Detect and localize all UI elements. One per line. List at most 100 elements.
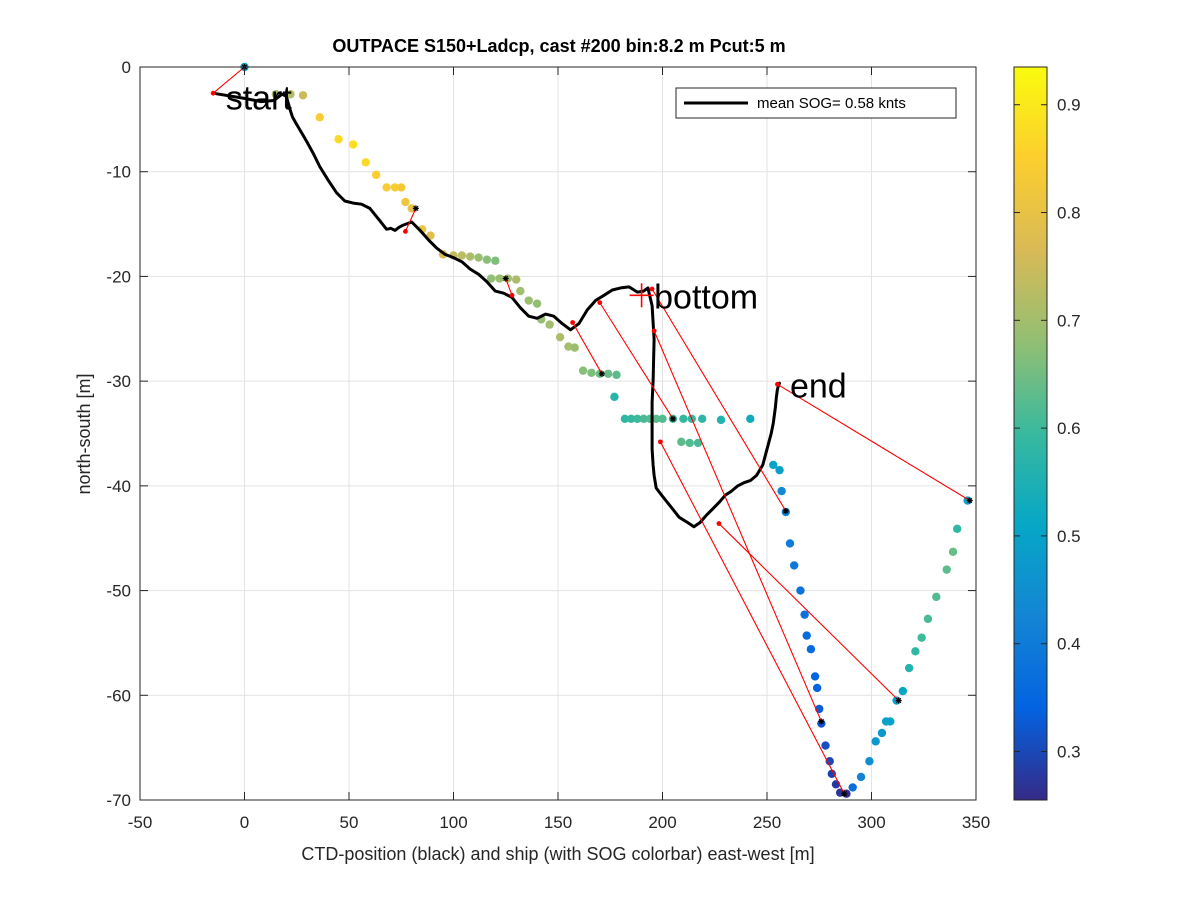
ship-point	[904, 663, 914, 673]
y-tick-label: -60	[106, 686, 131, 705]
ship-point	[334, 135, 343, 144]
connectors	[212, 66, 971, 794]
ship-point	[495, 274, 504, 283]
ship-point	[633, 414, 642, 424]
ship-point	[532, 299, 542, 308]
colorbar-tick-label: 0.7	[1057, 311, 1081, 330]
ctd-red-point	[570, 320, 576, 325]
ctd-black-marker	[412, 205, 419, 212]
ctd-black-marker	[669, 415, 676, 422]
x-tick-label: 250	[753, 813, 781, 832]
x-tick-label: 150	[544, 813, 572, 832]
connector-line	[572, 322, 603, 375]
ship-point	[777, 486, 786, 496]
ship-point	[626, 414, 636, 424]
ship-point	[491, 256, 500, 265]
ship-point	[796, 586, 805, 595]
y-tick-label: -30	[106, 372, 131, 391]
ctd-red-point	[658, 439, 663, 445]
ctd-marker-d2	[841, 791, 847, 797]
ship-point	[932, 592, 941, 602]
ctd-black-marker	[818, 718, 825, 725]
ship-point	[856, 772, 866, 782]
plot-title: OUTPACE S150+Ladcp, cast #200 bin:8.2 m …	[332, 36, 785, 56]
ship-point	[286, 90, 295, 99]
colorbar-tick-label: 0.4	[1057, 635, 1081, 654]
ship-point	[806, 645, 816, 654]
ctd-red-point	[597, 300, 603, 306]
ship-point	[877, 728, 887, 738]
ship-point	[698, 414, 707, 424]
ctd-red-point	[403, 229, 408, 234]
bottom-plus-marker	[629, 283, 654, 308]
ship-point	[610, 392, 619, 402]
connector-line	[653, 330, 822, 722]
ship-point	[775, 465, 784, 475]
ctd-marker-d2	[896, 697, 902, 704]
ctd-track	[211, 91, 781, 529]
ship-point	[812, 683, 822, 693]
colorbar-tick-label: 0.8	[1057, 204, 1081, 223]
ship-point	[952, 524, 962, 533]
annotation-start: start	[226, 79, 293, 117]
ship-point	[390, 183, 400, 192]
ctd-black-marker	[502, 275, 509, 282]
ship-point	[685, 438, 694, 448]
x-axis-title: CTD-position (black) and ship (with SOG …	[301, 844, 814, 864]
annotations: start bottom end	[226, 79, 847, 405]
ship-point	[457, 251, 467, 260]
y-tick-label: -40	[106, 477, 131, 496]
ship-point	[948, 547, 958, 557]
ship-point	[821, 741, 830, 750]
ship-point	[570, 343, 579, 352]
ctd-marker-d2	[599, 371, 605, 377]
ctd-marker-d2	[783, 508, 789, 514]
y-tick-label: -50	[106, 582, 131, 601]
ctd-red-point	[716, 521, 722, 526]
y-axis-title: north-south [m]	[74, 373, 94, 494]
ctd-red-point	[509, 292, 515, 298]
ship-point	[315, 113, 324, 122]
ctd-marker-d2	[967, 497, 973, 504]
connector-line	[718, 523, 900, 701]
ship-point	[827, 769, 836, 779]
connector-line	[599, 302, 674, 420]
ship-point	[371, 170, 381, 180]
y-tick-label: -10	[106, 163, 131, 182]
ctd-marker-d2	[818, 718, 824, 725]
x-tick-label: 200	[648, 813, 676, 832]
ctd-marker-d2	[670, 416, 676, 422]
ctd-red-point	[651, 328, 657, 334]
ship-point	[810, 672, 820, 681]
colorbar-tick-label: 0.5	[1057, 527, 1081, 546]
ship-point	[716, 415, 726, 425]
ship-point	[677, 437, 686, 447]
legend-label: mean SOG= 0.58 knts	[757, 95, 906, 112]
plot-area: start bottom end mean SOG= 0.58 knts	[139, 62, 977, 801]
ship-point	[587, 368, 596, 377]
ship-point	[639, 414, 648, 424]
colorbar-ticks: 0.3 0.4 0.5 0.6 0.7 0.8 0.9	[1014, 96, 1081, 761]
connector-line	[404, 208, 417, 232]
ctd-black-marker	[895, 697, 902, 704]
ship-point	[652, 414, 661, 424]
ship-point	[886, 717, 895, 726]
y-tick-label: -20	[106, 267, 131, 286]
ship-point	[658, 414, 667, 424]
connector-line	[777, 383, 971, 501]
ship-point	[911, 647, 920, 656]
ship-point	[769, 460, 778, 470]
ship-point	[298, 91, 308, 100]
ship-point	[802, 631, 811, 640]
ship-point	[466, 252, 475, 261]
ctd-black-marker	[841, 790, 848, 797]
x-tick-label: 50	[340, 813, 359, 832]
ship-point	[603, 369, 613, 379]
y-tick-label: 0	[122, 58, 131, 77]
ship-point	[482, 255, 492, 264]
ship-point	[361, 158, 370, 167]
ship-point	[486, 274, 496, 283]
annotation-bottom: bottom	[654, 278, 758, 316]
ctd-red-point	[210, 90, 216, 96]
